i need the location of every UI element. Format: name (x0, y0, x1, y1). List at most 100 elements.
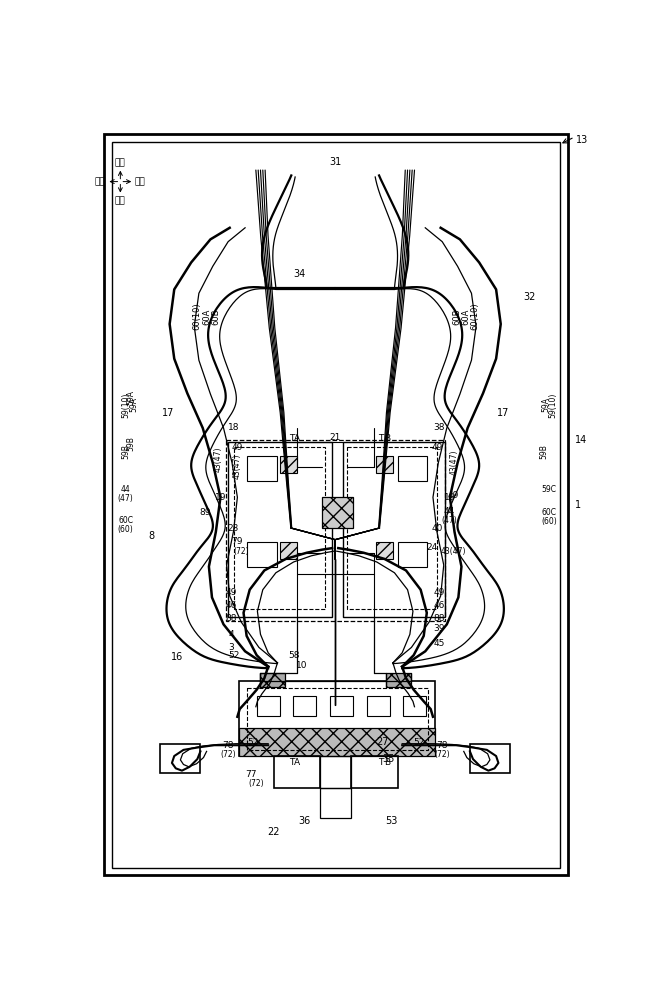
Text: 52: 52 (413, 738, 425, 747)
Bar (351, 756, 398, 788)
Text: 59(10): 59(10) (549, 392, 558, 418)
Text: 88: 88 (226, 614, 237, 623)
Text: 78: 78 (436, 741, 448, 750)
Bar (386, 673, 411, 687)
Text: 31: 31 (329, 157, 341, 167)
Text: 59(10): 59(10) (121, 392, 130, 418)
Text: 前側: 前側 (115, 196, 126, 205)
Text: (72): (72) (434, 750, 450, 759)
Text: 16: 16 (171, 652, 184, 662)
Bar (273, 756, 320, 788)
Text: 60B: 60B (453, 308, 461, 325)
Text: (72): (72) (249, 779, 264, 788)
Bar (403, 696, 426, 716)
Text: 19: 19 (444, 493, 456, 502)
Bar (239, 728, 436, 756)
Text: 左側: 左側 (95, 177, 106, 186)
Bar (398, 542, 427, 567)
Text: T: T (378, 758, 383, 767)
Text: 13: 13 (576, 135, 589, 145)
Bar (343, 442, 445, 617)
Text: 49: 49 (226, 588, 237, 597)
Text: (72): (72) (220, 750, 236, 759)
Text: 60C: 60C (542, 508, 557, 517)
Text: 38: 38 (434, 424, 445, 432)
Bar (247, 542, 277, 567)
Bar (112, 142, 560, 868)
Text: 46: 46 (434, 601, 445, 610)
Text: 60(10): 60(10) (471, 303, 480, 330)
Text: 右側: 右側 (135, 177, 146, 186)
Text: 44: 44 (121, 485, 131, 494)
Bar (260, 673, 285, 687)
Text: 32: 32 (524, 292, 536, 302)
Text: 43(47): 43(47) (233, 454, 242, 479)
Bar (256, 696, 280, 716)
Text: 43(47): 43(47) (440, 547, 466, 556)
Text: 39: 39 (434, 624, 445, 633)
Bar (320, 756, 351, 788)
Bar (398, 456, 427, 481)
Text: 27: 27 (376, 737, 388, 747)
Bar (226, 440, 445, 620)
Text: 24: 24 (426, 543, 438, 552)
Text: 52: 52 (228, 651, 239, 660)
Text: 59A: 59A (127, 390, 135, 405)
Bar (247, 456, 277, 481)
Text: 60B: 60B (211, 308, 220, 325)
Text: A: A (294, 758, 300, 767)
Text: 53: 53 (385, 816, 398, 826)
Text: 58: 58 (288, 651, 300, 660)
Text: T: T (378, 434, 383, 443)
Text: 59B: 59B (121, 444, 130, 459)
Text: A: A (294, 434, 300, 443)
Text: 36: 36 (298, 816, 311, 826)
Text: (60): (60) (542, 517, 557, 526)
Text: 1: 1 (575, 500, 581, 510)
Bar (470, 744, 510, 773)
Bar (228, 442, 332, 617)
Text: 40: 40 (432, 524, 443, 533)
Text: 52: 52 (247, 738, 258, 747)
Bar (239, 681, 436, 756)
Text: 79: 79 (232, 537, 243, 546)
Bar (322, 497, 353, 528)
Bar (376, 456, 393, 473)
Text: 21: 21 (330, 433, 341, 442)
Bar (160, 744, 200, 773)
Text: 59B: 59B (540, 444, 548, 459)
Text: 45: 45 (434, 639, 445, 648)
Bar (320, 788, 351, 818)
Text: (47): (47) (441, 516, 457, 525)
Text: 23: 23 (228, 524, 239, 533)
Text: 78: 78 (222, 741, 234, 750)
Text: 77: 77 (245, 770, 257, 779)
Text: 14: 14 (575, 435, 587, 445)
Text: 60A: 60A (202, 308, 211, 325)
Text: 88: 88 (434, 614, 445, 623)
Text: 3: 3 (228, 643, 234, 652)
Text: T: T (288, 758, 294, 767)
Text: 8: 8 (148, 531, 154, 541)
Bar (280, 456, 297, 473)
Text: 49: 49 (432, 443, 443, 452)
Text: 59C: 59C (542, 485, 557, 494)
Text: 60C: 60C (118, 516, 133, 525)
Text: 17: 17 (162, 408, 174, 418)
Text: B: B (384, 758, 390, 767)
Bar (293, 696, 316, 716)
Text: 59A: 59A (541, 397, 550, 412)
Text: (47): (47) (118, 494, 133, 503)
Bar (280, 542, 297, 559)
Text: 89: 89 (199, 508, 211, 517)
Bar (330, 696, 353, 716)
Text: 17: 17 (497, 408, 509, 418)
Text: 22: 22 (267, 827, 280, 837)
Text: (60): (60) (118, 525, 133, 534)
Text: 19: 19 (215, 493, 226, 502)
Bar (376, 542, 393, 559)
Bar (367, 696, 390, 716)
Text: 59A: 59A (129, 397, 138, 412)
Bar (234, 447, 325, 609)
Bar (247, 688, 428, 750)
